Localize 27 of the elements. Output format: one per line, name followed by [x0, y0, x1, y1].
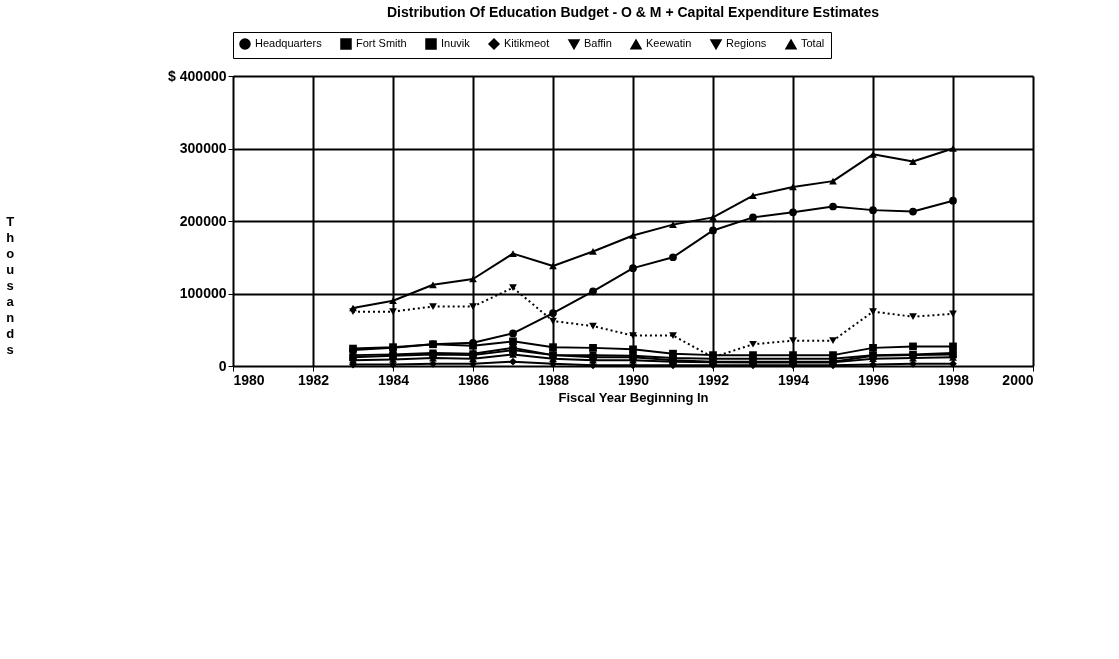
chart-title: Distribution Of Education Budget - O & M + Capital Expenditure Estimates	[387, 3, 880, 20]
y-tick-label: $ 400000	[168, 67, 227, 84]
y-tick-label: 100000	[179, 285, 227, 301]
x-tick-label: 1992	[697, 371, 730, 388]
y-tick-label: 200000	[179, 212, 227, 229]
legend-label: Total	[801, 37, 825, 50]
x-tick-label: 1994	[777, 371, 810, 388]
legend-label: Fort Smith	[356, 37, 407, 49]
text: Thousands	[6, 213, 15, 357]
x-tick-label: 2000	[1002, 371, 1034, 388]
x-tick-label: 1988	[537, 371, 570, 388]
x-tick-label: 1996	[857, 371, 890, 388]
x-tick-label: 1982	[297, 371, 330, 388]
x-tick-label: 1986	[457, 371, 490, 388]
legend-label: Inuvik	[441, 37, 471, 49]
x-tick-label: 1998	[937, 371, 970, 388]
x-tick-label: 1980	[233, 371, 265, 388]
legend-label: Keewatin	[646, 37, 692, 50]
legend-label: Headquarters	[255, 37, 323, 49]
x-axis-title: Fiscal Year Beginning In	[558, 389, 709, 405]
legend-label: Baffin	[584, 37, 612, 50]
x-tick-label: 1984	[377, 371, 410, 388]
x-tick-label: 1990	[617, 371, 650, 388]
y-tick-label: 0	[218, 357, 227, 374]
legend-label: Kitikmeot	[504, 37, 550, 49]
y-tick-label: 300000	[179, 140, 227, 156]
legend-label: Regions	[726, 37, 767, 50]
